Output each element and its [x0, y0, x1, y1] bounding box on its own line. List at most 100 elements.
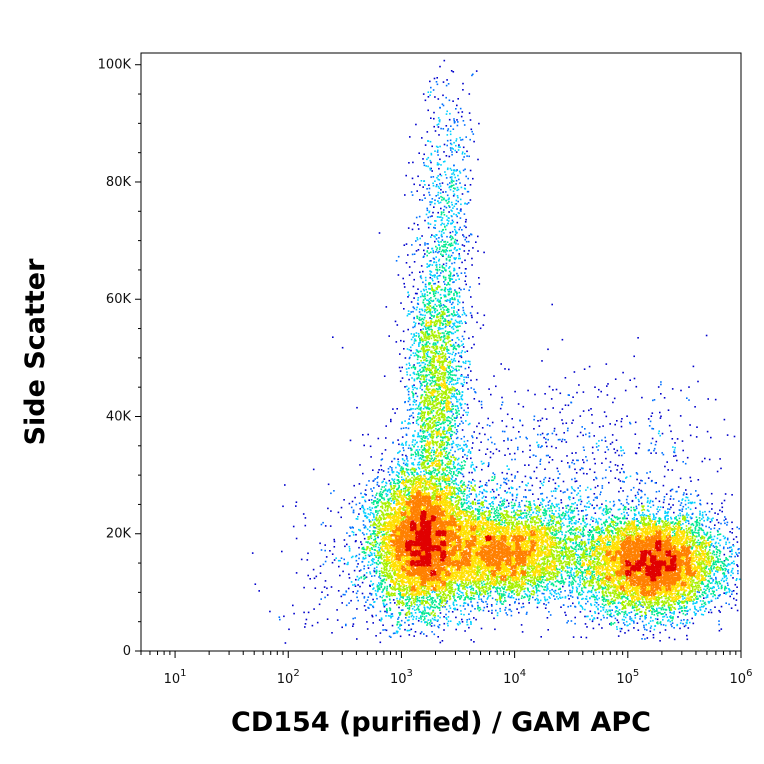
event-dot	[401, 421, 403, 423]
event-dot	[405, 174, 407, 177]
event-dot	[578, 591, 581, 594]
event-dot	[423, 289, 425, 292]
event-dot	[421, 293, 424, 295]
event-dot	[502, 595, 505, 597]
event-dot	[592, 596, 595, 598]
event-dot	[382, 602, 385, 605]
event-dot	[568, 498, 571, 501]
event-dot	[461, 350, 464, 352]
event-dot	[401, 366, 403, 369]
event-dot	[572, 503, 575, 505]
event-dot	[438, 167, 440, 170]
event-dot	[462, 450, 464, 452]
event-dot	[461, 484, 464, 486]
event-dot	[485, 482, 488, 484]
event-dot	[660, 415, 662, 418]
event-dot	[421, 384, 423, 387]
event-dot	[417, 607, 419, 609]
event-dot	[412, 462, 414, 464]
event-dot	[715, 553, 718, 556]
event-dot	[437, 313, 439, 315]
event-dot	[408, 162, 410, 164]
event-dot	[437, 149, 439, 152]
event-dot	[448, 471, 450, 474]
event-dot	[685, 493, 688, 495]
event-dot	[398, 451, 400, 454]
event-dot	[422, 270, 424, 273]
event-dot	[410, 615, 413, 618]
event-dot	[417, 297, 420, 299]
event-dot	[450, 478, 453, 481]
event-dot	[379, 495, 381, 498]
event-dot	[462, 467, 465, 470]
event-dot	[402, 277, 404, 280]
event-dot	[515, 488, 518, 491]
event-dot	[350, 581, 353, 583]
event-dot	[434, 342, 437, 344]
event-dot	[501, 404, 503, 406]
event-dot	[307, 574, 309, 577]
event-dot	[460, 468, 463, 471]
event-dot	[710, 528, 712, 530]
event-dot	[664, 611, 666, 614]
event-dot	[425, 615, 428, 617]
event-dot	[453, 298, 455, 301]
event-dot	[528, 599, 530, 602]
event-dot	[360, 576, 362, 578]
event-dot	[557, 470, 559, 473]
event-dot	[519, 420, 521, 422]
event-dot	[582, 515, 585, 517]
event-dot	[659, 631, 661, 634]
event-dot	[407, 447, 410, 449]
event-dot	[685, 519, 687, 521]
event-dot	[436, 352, 438, 354]
event-dot	[581, 530, 584, 533]
event-dot	[460, 461, 463, 464]
event-dot	[438, 163, 440, 165]
event-dot	[684, 624, 687, 627]
event-dot	[423, 249, 425, 252]
event-dot	[399, 625, 401, 627]
event-dot	[416, 358, 419, 361]
event-dot	[725, 591, 727, 594]
event-dot	[456, 275, 459, 277]
event-dot	[449, 420, 451, 422]
event-dot	[622, 371, 624, 374]
event-dot	[434, 606, 436, 609]
event-dot	[511, 595, 513, 597]
event-dot	[693, 602, 695, 605]
event-dot	[597, 449, 599, 451]
event-dot	[575, 550, 578, 552]
event-dot	[503, 440, 505, 442]
event-dot	[548, 581, 551, 583]
event-dot	[427, 596, 429, 598]
event-dot	[371, 560, 374, 562]
event-dot	[570, 620, 573, 622]
event-dot	[455, 231, 457, 234]
event-dot	[583, 368, 586, 370]
event-dot	[361, 548, 364, 550]
event-dot	[557, 588, 560, 591]
event-dot	[365, 601, 367, 603]
event-dot	[481, 463, 484, 465]
event-dot	[438, 119, 441, 122]
event-dot	[425, 437, 427, 439]
event-dot	[431, 145, 433, 148]
event-dot	[416, 604, 418, 606]
event-dot	[539, 504, 541, 506]
event-dot	[461, 429, 464, 431]
event-dot	[544, 598, 546, 600]
event-dot	[490, 479, 493, 482]
event-dot	[736, 553, 738, 556]
event-dot	[518, 516, 520, 519]
event-dot	[439, 65, 441, 68]
event-dot	[649, 420, 652, 423]
event-dot	[473, 468, 476, 471]
event-dot	[476, 437, 478, 439]
event-dot	[460, 591, 463, 594]
event-dot	[492, 496, 495, 498]
event-dot	[401, 442, 404, 445]
event-dot	[597, 396, 599, 398]
event-dot	[426, 131, 429, 133]
event-dot	[428, 211, 430, 214]
